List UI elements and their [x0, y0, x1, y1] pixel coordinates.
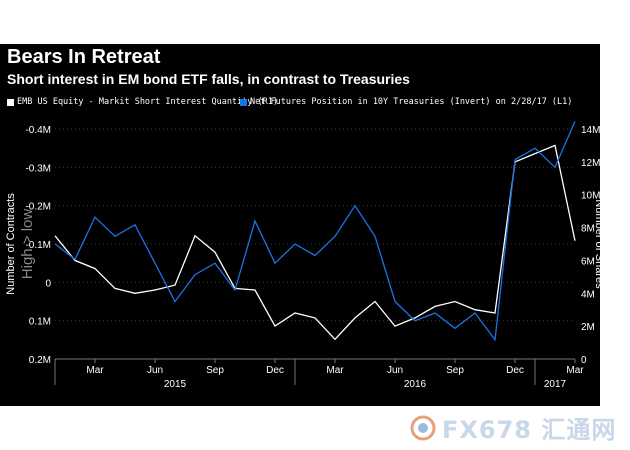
year-label: 2017 — [544, 379, 567, 390]
x-tick-label: Mar — [566, 365, 584, 376]
left-tick-label: 0.2M — [29, 355, 51, 366]
x-tick-label: Jun — [147, 365, 163, 376]
left-tick-label: -0.2M — [25, 202, 51, 213]
legend-item-white: EMB US Equity - Markit Short Interest Qu… — [7, 96, 278, 108]
chart-title: Bears In Retreat — [7, 46, 161, 68]
left-axis-annotation: High > low — [19, 209, 36, 280]
left-tick-label: 0.1M — [29, 317, 51, 328]
x-tick-label: Dec — [266, 365, 284, 376]
watermark-text: FX678 汇通网 — [442, 416, 617, 444]
right-tick-label: 10M — [581, 191, 600, 202]
line-chart: -0.4M -0.3M -0.2M -0.1M 0 0.1M 0.2M 0 2M 4M 6M 8M 10… — [5, 121, 600, 390]
series-line-treasury-futures — [54, 121, 576, 342]
series-line-short-interest — [54, 144, 576, 341]
source-note: Source: Markit, CFTC, Bloomberg — [7, 432, 168, 443]
x-tick-label: Sep — [446, 365, 464, 376]
left-tick-label: -0.1M — [25, 240, 51, 251]
x-tick-label: Dec — [506, 365, 524, 376]
year-label: 2016 — [404, 379, 427, 390]
left-tick-label: -0.3M — [25, 163, 51, 174]
right-axis-title: Number of Shares — [593, 199, 600, 289]
right-tick-label: 2M — [581, 322, 595, 333]
chart-subtitle: Short interest in EM bond ETF falls, in … — [7, 71, 410, 87]
legend-item-blue: Net Futures Position in 10Y Treasuries (… — [240, 96, 572, 108]
right-tick-label: 0 — [581, 355, 587, 366]
x-tick-label: Mar — [86, 365, 104, 376]
right-tick-label: 6M — [581, 256, 595, 267]
right-tick-label: 12M — [581, 158, 600, 169]
x-tick-label: Sep — [206, 365, 224, 376]
left-tick-label: -0.4M — [25, 125, 51, 136]
chart-card: Bears In Retreat Short interest in EM bo… — [0, 44, 600, 443]
left-tick-label: 0 — [45, 278, 51, 289]
right-tick-label: 8M — [581, 224, 595, 235]
left-axis-title: Number of Contracts — [5, 193, 17, 295]
bloomberg-logo: Bloomberg — [532, 429, 596, 443]
watermark-logo-icon — [410, 415, 436, 440]
legend-swatch-white — [7, 98, 14, 106]
right-tick-label: 4M — [581, 289, 595, 300]
right-tick-label: 14M — [581, 125, 600, 136]
watermark: FX678 汇通网 — [410, 410, 616, 445]
year-label: 2015 — [164, 379, 187, 390]
legend-swatch-blue — [240, 98, 247, 106]
x-tick-label: Mar — [326, 365, 344, 376]
x-tick-label: Jun — [387, 365, 403, 376]
legend-label-white: EMB US Equity - Markit Short Interest Qu… — [17, 97, 278, 107]
legend-label-blue: Net Futures Position in 10Y Treasuries (… — [250, 97, 573, 107]
